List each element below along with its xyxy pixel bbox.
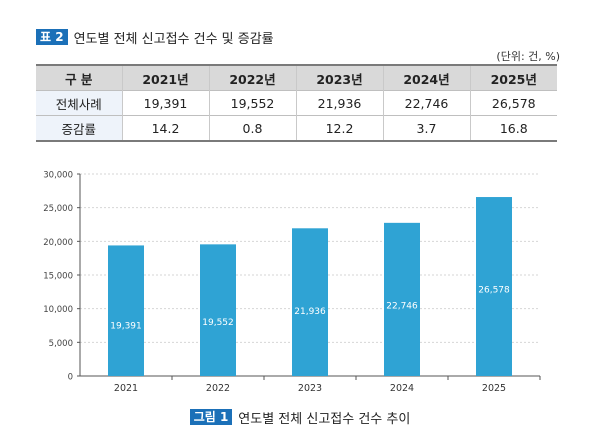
y-tick-label: 15,000 <box>43 272 73 282</box>
bar-chart: 0 5,000 10,000 15,000 20,000 25,000 30,000 19,3… <box>43 171 541 394</box>
header-2021: 2021년 <box>122 64 210 91</box>
bar <box>200 244 236 376</box>
table-cell: 22,746 <box>383 90 471 116</box>
bar <box>292 228 328 376</box>
table-title: 표 2 연도별 전체 신고접수 건수 및 증감률 <box>36 29 274 47</box>
y-tick-label: 25,000 <box>43 204 73 214</box>
x-tick-label: 2023 <box>298 383 322 394</box>
table-cell: 21,936 <box>296 90 384 116</box>
data-label: 26,578 <box>478 286 510 296</box>
x-tick-label: 2021 <box>114 383 138 394</box>
table-header-row: 구 분 2021년 2022년 2023년 2024년 2025년 <box>36 64 557 91</box>
table-unit: (단위: 건, %) <box>496 50 560 63</box>
table-row: 전체사례 19,391 19,552 21,936 22,746 26,578 <box>36 90 557 116</box>
x-tick-label: 2025 <box>482 383 506 394</box>
header-category: 구 분 <box>36 64 123 91</box>
x-tick-label: 2024 <box>390 383 414 394</box>
table-row: 증감률 14.2 0.8 12.2 3.7 16.8 <box>36 115 557 142</box>
table-cell: 26,578 <box>470 90 557 116</box>
table-cell: 3.7 <box>383 115 471 142</box>
data-label: 22,746 <box>386 301 418 311</box>
x-tick-label: 2022 <box>206 383 230 394</box>
figure-caption-text: 연도별 전체 신고접수 건수 추이 <box>238 411 411 427</box>
data-label: 19,552 <box>202 318 234 328</box>
bar <box>476 197 512 376</box>
data-table: 구 분 2021년 2022년 2023년 2024년 2025년 전체사례 1… <box>36 64 557 142</box>
header-2025: 2025년 <box>470 64 557 91</box>
table-cell: 14.2 <box>122 115 210 142</box>
header-2023: 2023년 <box>296 64 384 91</box>
y-tick-label: 5,000 <box>49 339 73 349</box>
header-2024: 2024년 <box>383 64 471 91</box>
y-tick-label: 30,000 <box>43 171 73 181</box>
header-2022: 2022년 <box>209 64 297 91</box>
table-cell: 0.8 <box>209 115 297 142</box>
table-cell: 12.2 <box>296 115 384 142</box>
data-label: 21,936 <box>294 307 326 317</box>
bar <box>108 245 144 376</box>
table-cell: 19,552 <box>209 90 297 116</box>
y-tick-label: 10,000 <box>43 305 73 315</box>
bar <box>384 222 420 376</box>
table-badge: 표 2 <box>36 29 68 45</box>
figure-caption: 그림 1 연도별 전체 신고접수 건수 추이 <box>0 408 600 427</box>
table-cell: 16.8 <box>470 115 557 142</box>
data-label: 19,391 <box>110 322 142 332</box>
y-tick-label: 0 <box>68 373 73 383</box>
row-label-total: 전체사례 <box>36 90 123 116</box>
table-cell: 19,391 <box>122 90 210 116</box>
table-title-text: 연도별 전체 신고접수 건수 및 증감률 <box>73 31 274 47</box>
row-label-growth: 증감률 <box>36 115 123 142</box>
y-tick-label: 20,000 <box>43 238 73 248</box>
figure-badge: 그림 1 <box>189 409 233 425</box>
